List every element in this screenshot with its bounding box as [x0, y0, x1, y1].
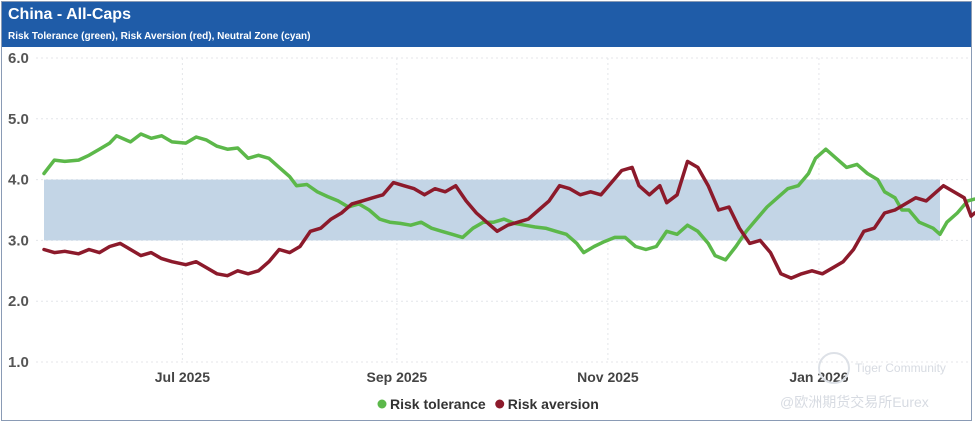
y-tick-label: 3.0	[8, 232, 29, 249]
neutral-zone-band	[44, 179, 940, 241]
legend-label: Risk tolerance	[390, 396, 486, 412]
x-tick-label: Jul 2025	[155, 369, 210, 385]
x-axis: Jul 2025 Sep 2025 Nov 2025 Jan 2026	[155, 369, 849, 385]
series-group	[42, 132, 975, 280]
legend: Risk tolerance Risk aversion	[377, 396, 599, 412]
tiger-logo-icon	[818, 352, 850, 384]
y-tick-label: 2.0	[8, 293, 29, 310]
y-axis: 1.0 2.0 3.0 4.0 5.0 6.0	[8, 50, 29, 371]
y-tick-label: 4.0	[8, 172, 29, 189]
chart-subtitle: Risk Tolerance (green), Risk Aversion (r…	[8, 31, 311, 42]
x-tick-label: Sep 2025	[367, 369, 428, 385]
chart-title: China - All-Caps	[8, 6, 131, 23]
legend-marker	[377, 399, 387, 409]
y-tick-label: 1.0	[8, 354, 29, 371]
watermark-brand: Tiger Community	[855, 361, 946, 375]
y-tick-label: 6.0	[8, 50, 29, 67]
series-line-risk-aversion	[42, 159, 975, 280]
x-tick-label: Nov 2025	[577, 369, 639, 385]
legend-label: Risk aversion	[508, 396, 599, 412]
series-line-risk-tolerance	[42, 132, 975, 262]
chart-header: China - All-Caps Risk Tolerance (green),…	[2, 2, 971, 47]
legend-marker	[495, 399, 505, 409]
watermark-author: @欧洲期货交易所Eurex	[780, 394, 929, 410]
y-tick-label: 5.0	[8, 111, 29, 128]
